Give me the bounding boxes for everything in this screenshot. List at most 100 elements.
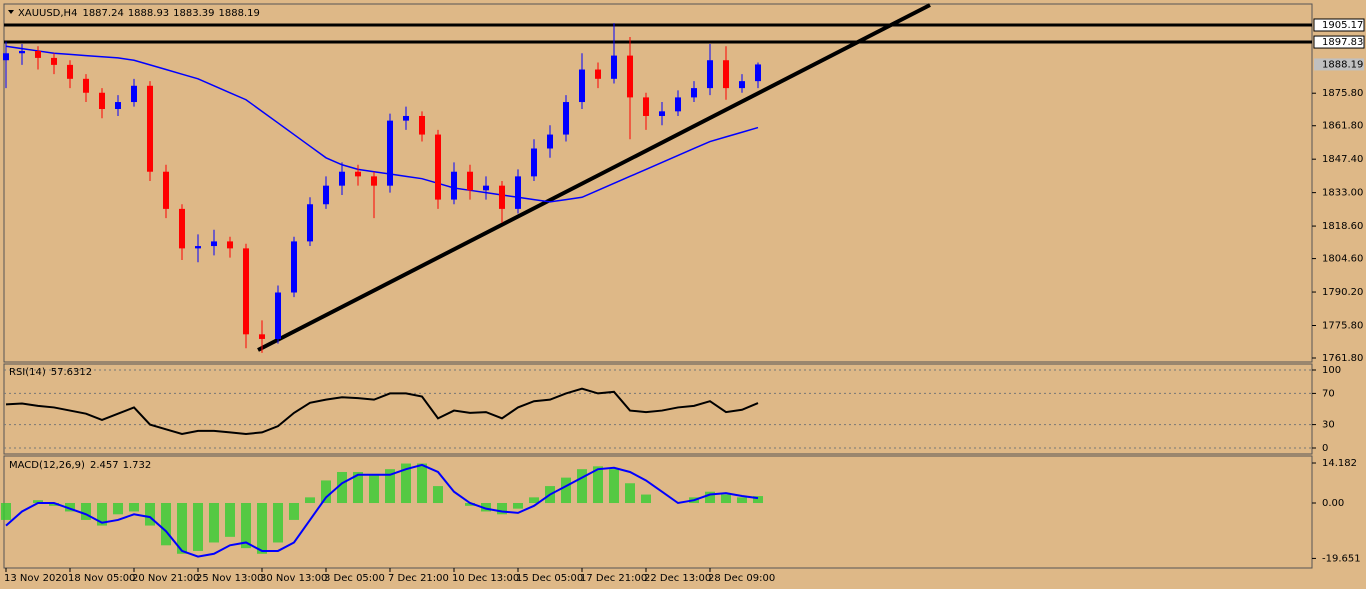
candle-body xyxy=(435,134,441,200)
moving-average xyxy=(5,45,759,203)
y-tick-label: 70 xyxy=(1322,388,1335,399)
level-label: 1905.17 xyxy=(1322,20,1363,31)
macd-bar xyxy=(225,503,235,537)
candle-body xyxy=(563,102,569,135)
candle-body xyxy=(371,176,377,186)
candle-body xyxy=(419,115,425,135)
macd-bar xyxy=(273,503,283,543)
macd-bar xyxy=(193,503,203,551)
candle-body xyxy=(339,171,345,186)
header-value: 2.457 xyxy=(90,460,119,471)
macd-bar xyxy=(529,497,539,504)
macd-bar xyxy=(49,503,59,506)
header-value: 1.732 xyxy=(123,460,152,471)
macd-bar xyxy=(305,497,315,504)
trendline xyxy=(257,3,931,352)
header-value: 1888.93 xyxy=(128,8,169,19)
candle-body xyxy=(115,102,121,110)
header-value: 1888.19 xyxy=(219,8,260,19)
rsi-panel xyxy=(3,363,1313,455)
candle-body xyxy=(3,53,9,61)
macd-bar xyxy=(257,503,267,554)
macd-bar xyxy=(1,503,11,520)
candle-body xyxy=(659,111,665,116)
candle-body xyxy=(483,185,489,191)
candle-body xyxy=(707,60,713,89)
macd-bar xyxy=(97,503,107,526)
x-tick-label: 22 Dec 13:00 xyxy=(644,573,711,584)
macd-bar xyxy=(129,503,139,512)
y-tick-label: 1775.80 xyxy=(1322,320,1363,331)
candle-body xyxy=(451,171,457,200)
candle-body xyxy=(163,171,169,209)
y-tick-label: 1833.00 xyxy=(1322,188,1363,199)
macd-bar xyxy=(369,474,379,504)
candle-body xyxy=(403,115,409,121)
macd-bar xyxy=(753,496,763,504)
panel-title: MACD(12,26,9) xyxy=(9,460,85,471)
candle-body xyxy=(51,57,57,65)
price-panel xyxy=(3,3,1313,363)
macd-bar xyxy=(241,503,251,549)
candle-body xyxy=(595,69,601,79)
panel-title: RSI(14) xyxy=(9,367,46,378)
y-tick-label: 14.182 xyxy=(1322,458,1357,469)
candle-body xyxy=(515,176,521,209)
y-tick-label: 0 xyxy=(1322,443,1328,454)
macd-bar xyxy=(721,494,731,504)
candle-body xyxy=(179,208,185,249)
macd-bar xyxy=(497,503,507,515)
x-tick-label: 15 Dec 05:00 xyxy=(516,573,583,584)
header-value: 1883.39 xyxy=(173,8,214,19)
macd-bar xyxy=(81,503,91,520)
level-label-bg xyxy=(1313,35,1365,49)
x-tick-label: 25 Nov 13:00 xyxy=(196,573,263,584)
x-tick-label: 18 Nov 05:00 xyxy=(68,573,135,584)
candle-body xyxy=(739,81,745,89)
macd-bar xyxy=(705,491,715,504)
macd-bar xyxy=(417,463,427,504)
candle-body xyxy=(195,246,201,249)
macd-bar xyxy=(609,469,619,504)
macd-bar xyxy=(465,503,475,506)
macd-bar xyxy=(513,503,523,509)
macd-bar xyxy=(65,503,75,512)
y-tick-label: 100 xyxy=(1322,365,1341,376)
header-value: 1887.24 xyxy=(82,8,123,19)
candle-body xyxy=(291,241,297,293)
x-tick-label: 3 Dec 05:00 xyxy=(324,573,385,584)
candle-body xyxy=(83,78,89,93)
rsi-line xyxy=(5,387,759,435)
candle-body xyxy=(499,185,505,209)
current-price-bg xyxy=(1314,58,1364,71)
panel-title: XAUUSD,H4 xyxy=(18,8,77,19)
candle-body xyxy=(307,204,313,242)
candle-body xyxy=(275,292,281,339)
candle-body xyxy=(675,97,681,112)
macd-bar xyxy=(561,477,571,504)
header-value: 57.6312 xyxy=(51,367,92,378)
candle-body xyxy=(243,248,249,335)
candle-body xyxy=(227,241,233,249)
candle-body xyxy=(723,60,729,89)
current-price-label: 1888.19 xyxy=(1322,59,1363,70)
level-label-bg xyxy=(1313,18,1365,32)
macd-bar xyxy=(321,480,331,504)
candle-body xyxy=(147,85,153,172)
candle-body xyxy=(643,97,649,116)
x-tick-label: 20 Nov 21:00 xyxy=(132,573,199,584)
macd-bar xyxy=(401,463,411,504)
y-tick-label: 1847.40 xyxy=(1322,154,1363,165)
macd-bar xyxy=(177,503,187,554)
macd-bar xyxy=(737,497,747,504)
y-tick-label: 1818.60 xyxy=(1322,221,1363,232)
macd-bar xyxy=(641,494,651,504)
candle-body xyxy=(67,64,73,79)
macd-bar xyxy=(593,466,603,504)
macd-bar xyxy=(625,483,635,504)
candle-body xyxy=(19,50,25,54)
candle-body xyxy=(467,171,473,191)
macd-bar xyxy=(33,500,43,504)
y-tick-label: -19.651 xyxy=(1322,553,1361,564)
